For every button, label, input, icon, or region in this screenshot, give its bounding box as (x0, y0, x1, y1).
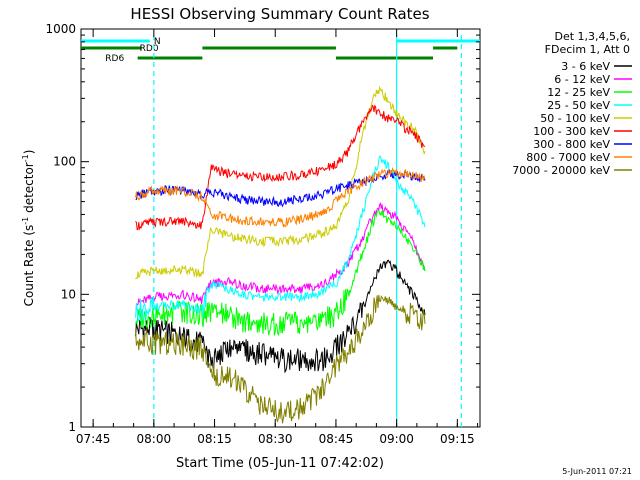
series-line-5 (135, 104, 426, 231)
series-line-4 (135, 85, 426, 280)
flag-label-rd0: RD0 (140, 44, 159, 54)
footer-date: 5-Jun-2011 07:21 (562, 467, 632, 476)
y-tick-label: 10 (61, 287, 76, 301)
vline-layer (153, 35, 462, 427)
x-tick-label: 08:45 (319, 432, 354, 446)
y-tick-label: 100 (53, 155, 76, 169)
legend-entry-label: 300 - 800 keV (533, 138, 610, 151)
legend-entry-label: 800 - 7000 keV (526, 151, 610, 164)
series-line-8 (135, 294, 426, 424)
x-tick-label: 08:00 (137, 432, 172, 446)
legend-entry-label: 7000 - 20000 keV (512, 164, 610, 177)
series-line-2 (135, 209, 426, 336)
series-line-3 (135, 155, 426, 322)
x-axis-label: Start Time (05-Jun-11 07:42:02) (176, 456, 384, 471)
legend: Det 1,3,4,5,6, FDecim 1, Att 0 3 - 6 keV… (512, 30, 632, 177)
legend-entry-label: 3 - 6 keV (561, 60, 610, 73)
x-tick-label: 09:00 (379, 432, 414, 446)
y-axis-label: Count Rate (s-1 detector-1) (21, 150, 36, 307)
chart-title: HESSI Observing Summary Count Rates (130, 5, 429, 23)
x-axis: 07:45 08:00 08:15 08:30 08:45 09:00 09:15 (76, 29, 479, 446)
legend-header-line-2: FDecim 1, Att 0 (545, 43, 630, 56)
flag-label-rd6: RD6 (105, 54, 124, 64)
series-layer (135, 85, 426, 424)
legend-entry-label: 12 - 25 keV (547, 86, 610, 99)
series-line-1 (135, 202, 426, 309)
legend-header-line-1: Det 1,3,4,5,6, (554, 30, 630, 43)
flag-label-n: N (154, 37, 161, 47)
y-tick-label: 1 (68, 420, 76, 434)
legend-entry-label: 6 - 12 keV (554, 73, 610, 86)
y-tick-label: 1000 (45, 22, 76, 36)
x-tick-label: 08:30 (258, 432, 293, 446)
x-tick-label: 07:45 (76, 432, 111, 446)
y-axis: 1 10 100 1000 (45, 22, 480, 434)
legend-entry-label: 50 - 100 keV (540, 112, 610, 125)
x-tick-label: 08:15 (197, 432, 232, 446)
legend-entry-label: 100 - 300 keV (533, 125, 610, 138)
series-line-0 (135, 259, 426, 374)
x-tick-label: 09:15 (440, 432, 475, 446)
legend-entry-label: 25 - 50 keV (547, 99, 610, 112)
series-line-7 (135, 166, 426, 229)
